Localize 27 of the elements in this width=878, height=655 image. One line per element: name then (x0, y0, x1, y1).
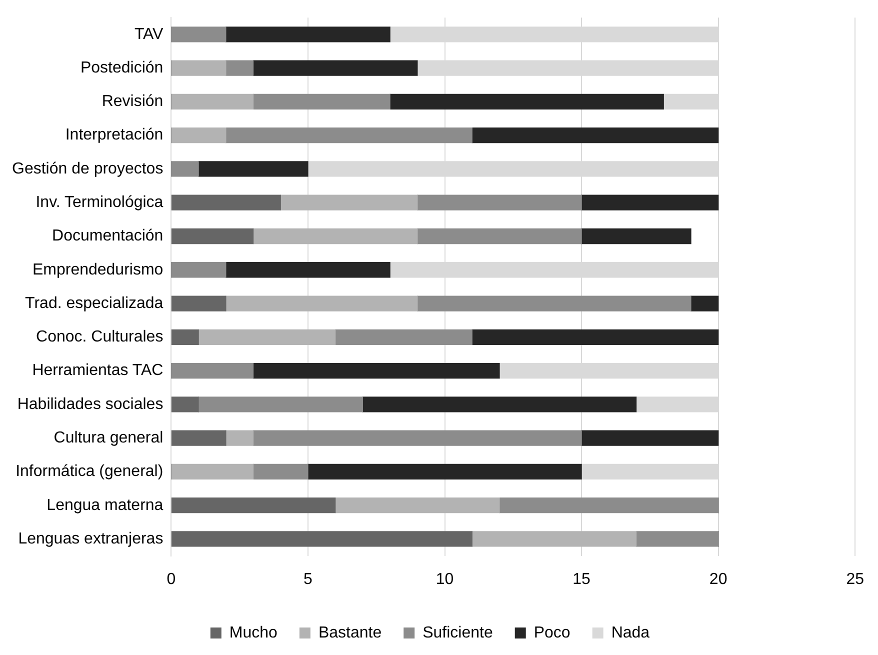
x-tick-label: 5 (304, 570, 313, 588)
y-tick-label: Gestión de proyectos (12, 160, 164, 178)
y-tick-label: Conoc. Culturales (36, 328, 164, 346)
legend-label: Suficiente (422, 624, 493, 642)
y-tick-label: Interpretación (65, 126, 164, 144)
y-tick-label: Lenguas extranjeras (18, 530, 164, 548)
legend-label: Mucho (229, 624, 278, 642)
y-tick-label: Emprendedurismo (32, 261, 164, 278)
y-tick-label: Informática (general) (16, 463, 164, 480)
y-tick-label: Herramientas TAC (32, 362, 164, 380)
legend-label: Nada (611, 624, 650, 642)
y-tick-label: Trad. especializada (25, 294, 164, 312)
x-tick-label: 0 (166, 570, 176, 588)
x-tick-label: 20 (709, 570, 728, 588)
y-tick-label: Inv. Terminológica (36, 194, 164, 212)
legend-label: Bastante (318, 624, 382, 642)
y-tick-label: Postedición (80, 59, 164, 76)
x-tick-label: 10 (436, 570, 454, 588)
y-tick-label: Revisión (102, 93, 164, 110)
legend-label: Poco (534, 624, 570, 642)
y-tick-label: Habilidades sociales (17, 396, 164, 413)
y-tick-label: TAV (134, 26, 164, 43)
x-tick-label: 25 (846, 570, 864, 588)
y-tick-label: Lengua materna (46, 496, 164, 514)
y-tick-label: Documentación (52, 228, 164, 245)
x-tick-label: 15 (572, 570, 591, 588)
y-tick-label: Cultura general (54, 429, 164, 446)
